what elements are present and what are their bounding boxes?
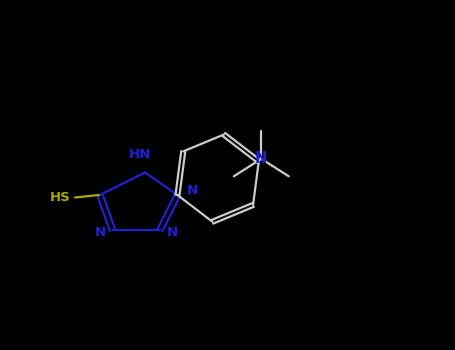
Text: N: N [255, 151, 268, 166]
Text: N: N [187, 183, 198, 196]
Text: HN: HN [129, 148, 151, 161]
Text: N: N [95, 226, 106, 239]
Text: HS: HS [50, 191, 71, 204]
Text: N: N [167, 226, 178, 239]
